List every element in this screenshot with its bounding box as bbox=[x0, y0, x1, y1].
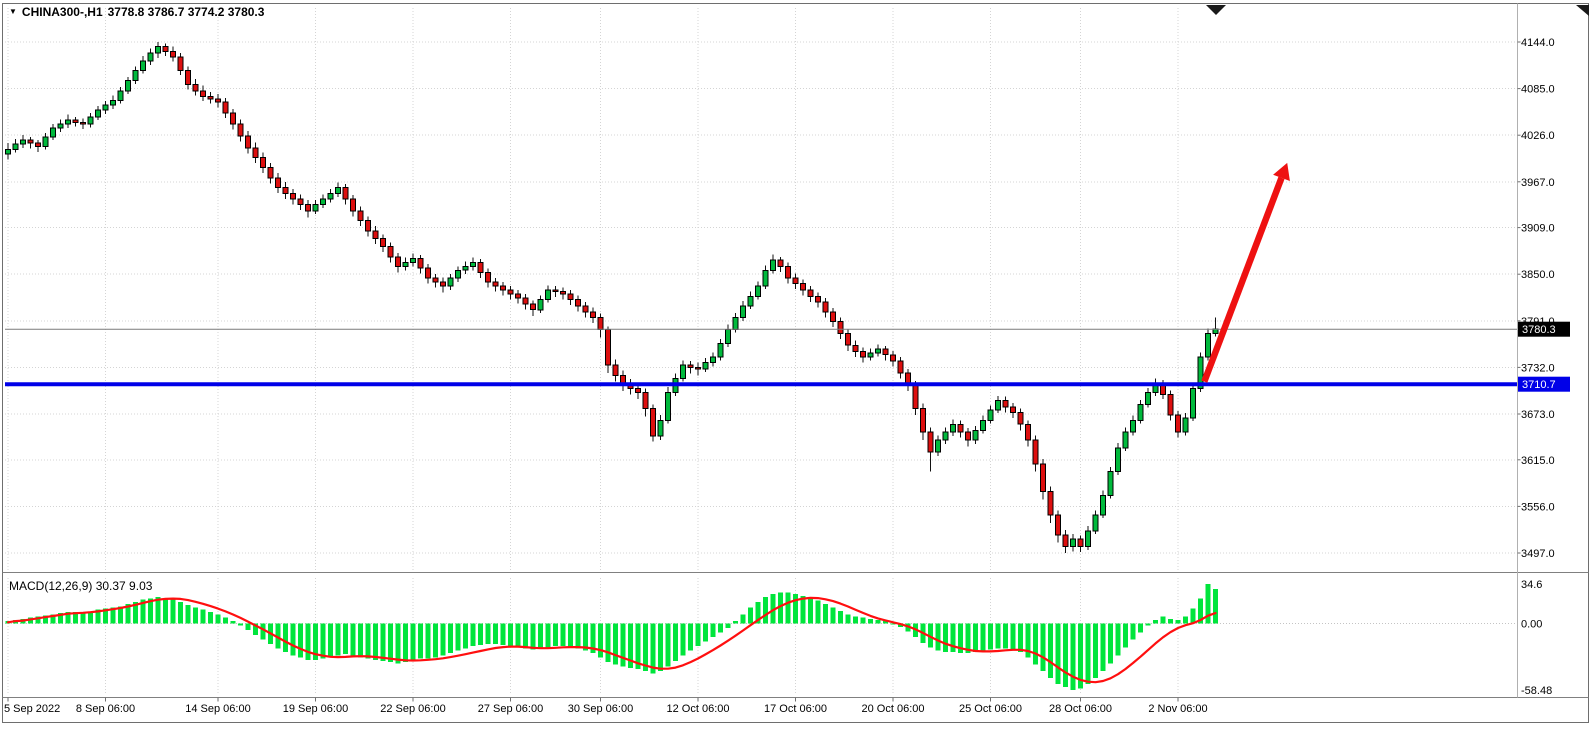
svg-text:4085.0: 4085.0 bbox=[1521, 84, 1555, 96]
ohlc-values-label: 3778.8 3786.7 3774.2 3780.3 bbox=[107, 5, 265, 19]
macd-axis-labels: 34.6 0.00 -58.48 bbox=[1521, 579, 1552, 697]
svg-text:3673.0: 3673.0 bbox=[1521, 409, 1555, 421]
svg-text:5 Sep 2022: 5 Sep 2022 bbox=[4, 703, 60, 715]
svg-text:19 Sep 06:00: 19 Sep 06:00 bbox=[283, 703, 348, 715]
svg-text:30 Sep 06:00: 30 Sep 06:00 bbox=[568, 703, 633, 715]
grid-layer bbox=[5, 8, 1517, 693]
chart-shift-marker-icon[interactable] bbox=[1206, 5, 1226, 15]
svg-text:3710.7: 3710.7 bbox=[1522, 379, 1556, 391]
svg-text:3556.0: 3556.0 bbox=[1521, 501, 1555, 513]
trend-arrow[interactable] bbox=[1201, 162, 1290, 383]
macd-signal-line bbox=[6, 596, 1217, 684]
svg-text:8 Sep 06:00: 8 Sep 06:00 bbox=[76, 703, 135, 715]
macd-indicator-label: MACD(12,26,9) 30.37 9.03 bbox=[9, 579, 153, 593]
svg-text:22 Sep 06:00: 22 Sep 06:00 bbox=[380, 703, 445, 715]
price-scale-area[interactable] bbox=[1518, 4, 1590, 697]
macd-plot-area[interactable] bbox=[5, 578, 1517, 693]
svg-text:2 Nov 06:00: 2 Nov 06:00 bbox=[1148, 703, 1207, 715]
hline-price-badge[interactable]: 3710.7 bbox=[1518, 376, 1570, 392]
svg-text:3850.0: 3850.0 bbox=[1521, 269, 1555, 281]
price-axis-labels: 4144.04085.04026.03967.03909.03850.03791… bbox=[1517, 37, 1555, 560]
svg-text:17 Oct 06:00: 17 Oct 06:00 bbox=[764, 703, 827, 715]
svg-text:3497.0: 3497.0 bbox=[1521, 548, 1555, 560]
svg-text:3732.0: 3732.0 bbox=[1521, 362, 1555, 374]
svg-text:14 Sep 06:00: 14 Sep 06:00 bbox=[185, 703, 250, 715]
svg-text:28 Oct 06:00: 28 Oct 06:00 bbox=[1049, 703, 1112, 715]
svg-text:20 Oct 06:00: 20 Oct 06:00 bbox=[862, 703, 925, 715]
svg-text:27 Sep 06:00: 27 Sep 06:00 bbox=[478, 703, 543, 715]
quick-trade-collapse-icon[interactable]: ▼ bbox=[9, 7, 17, 16]
svg-text:3967.0: 3967.0 bbox=[1521, 177, 1555, 189]
svg-text:0.00: 0.00 bbox=[1521, 618, 1542, 630]
svg-text:3909.0: 3909.0 bbox=[1521, 223, 1555, 235]
symbol-ohlc-label: ▼ CHINA300-,H1 3778.8 3786.7 3774.2 3780… bbox=[9, 5, 264, 19]
svg-text:4144.0: 4144.0 bbox=[1521, 37, 1555, 49]
current-price-badge: 3780.3 bbox=[1518, 321, 1570, 337]
svg-text:3780.3: 3780.3 bbox=[1522, 324, 1556, 336]
time-axis-labels: 5 Sep 2022 8 Sep 06:00 14 Sep 06:00 19 Sep … bbox=[4, 697, 1208, 715]
svg-text:12 Oct 06:00: 12 Oct 06:00 bbox=[667, 703, 730, 715]
chart-shift-corner-icon[interactable] bbox=[1576, 5, 1589, 16]
time-scale-area[interactable] bbox=[3, 698, 1589, 722]
svg-text:-58.48: -58.48 bbox=[1521, 685, 1552, 697]
svg-text:3615.0: 3615.0 bbox=[1521, 455, 1555, 467]
svg-text:4026.0: 4026.0 bbox=[1521, 130, 1555, 142]
symbol-timeframe-label: CHINA300-,H1 bbox=[21, 5, 103, 19]
svg-text:34.6: 34.6 bbox=[1521, 579, 1542, 591]
svg-text:25 Oct 06:00: 25 Oct 06:00 bbox=[959, 703, 1022, 715]
main-plot-area[interactable] bbox=[5, 8, 1517, 572]
